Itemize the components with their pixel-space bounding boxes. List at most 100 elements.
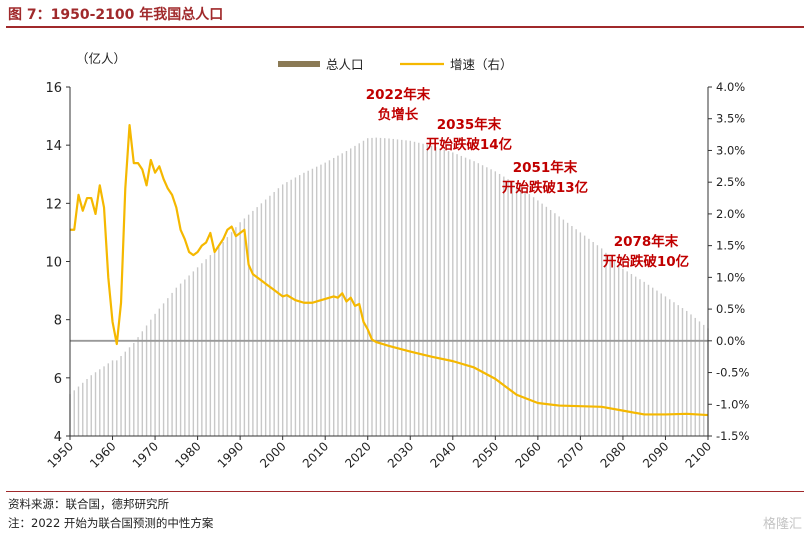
source-note: 资料来源：联合国，德邦研究所	[8, 497, 169, 511]
population-bar	[281, 184, 284, 436]
population-bar	[77, 386, 80, 436]
population-bar	[698, 321, 701, 436]
population-bar	[150, 319, 152, 436]
population-bar	[82, 382, 84, 436]
population-bar	[439, 148, 441, 437]
population-bar	[192, 271, 195, 436]
population-bar	[566, 222, 569, 436]
x-tick-label: 1980	[172, 439, 203, 470]
right-tick-label: 2.0%	[716, 207, 745, 221]
population-bar	[86, 379, 88, 436]
population-bar	[277, 188, 280, 436]
population-bar	[179, 283, 182, 436]
population-bar	[167, 298, 169, 436]
population-bar	[256, 207, 258, 436]
population-bar	[188, 275, 190, 436]
population-bar	[154, 313, 156, 436]
x-tick-label: 2040	[427, 439, 458, 470]
population-bar	[388, 138, 390, 437]
population-bar	[647, 284, 650, 436]
population-bar	[528, 194, 531, 436]
population-bar	[532, 197, 535, 436]
population-bar	[426, 144, 428, 436]
population-bar	[409, 140, 411, 437]
population-bar	[230, 232, 233, 436]
left-tick-label: 12	[45, 197, 62, 212]
annotation-line: 2022年末	[366, 86, 431, 103]
population-bar	[686, 310, 688, 436]
population-bar	[583, 235, 586, 436]
population-bar	[171, 292, 173, 436]
population-bar	[201, 263, 203, 436]
population-bar	[694, 317, 696, 436]
population-bar	[103, 366, 105, 436]
x-tick-label: 2020	[342, 439, 373, 470]
x-tick-label: 2070	[555, 439, 586, 470]
x-tick-label: 1950	[45, 439, 76, 470]
annotation-line: 2051年末	[513, 159, 578, 176]
population-bar	[579, 232, 582, 436]
x-tick-label: 2000	[257, 439, 288, 470]
population-bar	[286, 182, 288, 436]
population-bar	[460, 155, 463, 436]
population-bar	[99, 369, 101, 436]
population-bar	[196, 267, 199, 436]
population-bar	[664, 296, 667, 436]
population-bar	[107, 363, 109, 436]
population-bar	[354, 145, 356, 437]
right-tick-label: 3.5%	[716, 112, 745, 126]
right-tick-label: 0.5%	[716, 302, 745, 316]
population-bar	[486, 167, 488, 436]
left-tick-label: 14	[45, 139, 62, 154]
population-bar	[375, 137, 377, 437]
population-bar	[503, 176, 505, 436]
population-bar	[452, 152, 454, 436]
population-bar	[643, 281, 645, 436]
watermark-logo: 格隆汇	[762, 517, 802, 532]
population-bar	[630, 274, 633, 436]
population-bar	[162, 303, 165, 436]
right-tick-label: 4.0%	[716, 80, 745, 94]
population-bar	[184, 279, 186, 436]
population-bar	[413, 141, 416, 437]
population-bar	[235, 227, 237, 436]
population-bar	[396, 139, 399, 436]
annotation-line: 2078年末	[614, 233, 679, 250]
population-bar	[405, 140, 407, 436]
population-bar	[477, 163, 480, 436]
population-bar	[605, 252, 607, 436]
population-bar	[490, 169, 492, 436]
population-bar	[137, 337, 139, 436]
population-bar	[430, 145, 433, 436]
population-bar	[350, 148, 352, 437]
x-tick-label: 2090	[640, 439, 671, 470]
legend: 总人口 增速（右）	[278, 57, 513, 72]
population-bar	[90, 375, 92, 436]
legend-growth-label: 增速（右）	[450, 57, 513, 72]
x-tick-label: 2080	[598, 439, 629, 470]
population-bar	[703, 324, 705, 436]
legend-population-label: 总人口	[326, 57, 364, 72]
right-tick-label: -1.0%	[716, 397, 749, 411]
population-bar	[358, 143, 360, 436]
right-tick-label: -1.5%	[716, 429, 749, 443]
population-bar	[205, 259, 207, 436]
population-bar	[613, 261, 616, 436]
population-bar	[469, 159, 471, 437]
right-tick-label: 1.5%	[716, 239, 745, 253]
footnote: 注：2022 开始为联合国预测的中性方案	[8, 516, 214, 530]
population-bar	[422, 143, 424, 436]
population-bar	[558, 216, 560, 436]
population-bar	[345, 150, 348, 437]
x-tick-label: 1970	[130, 439, 161, 470]
population-bar	[367, 138, 369, 436]
x-tick-label: 1990	[215, 439, 246, 470]
population-bar	[494, 171, 497, 436]
population-bar	[222, 242, 224, 436]
population-bar	[660, 293, 662, 436]
population-bar	[673, 302, 675, 436]
population-bar	[669, 299, 671, 436]
population-bar	[681, 308, 684, 436]
population-bar	[384, 138, 386, 436]
